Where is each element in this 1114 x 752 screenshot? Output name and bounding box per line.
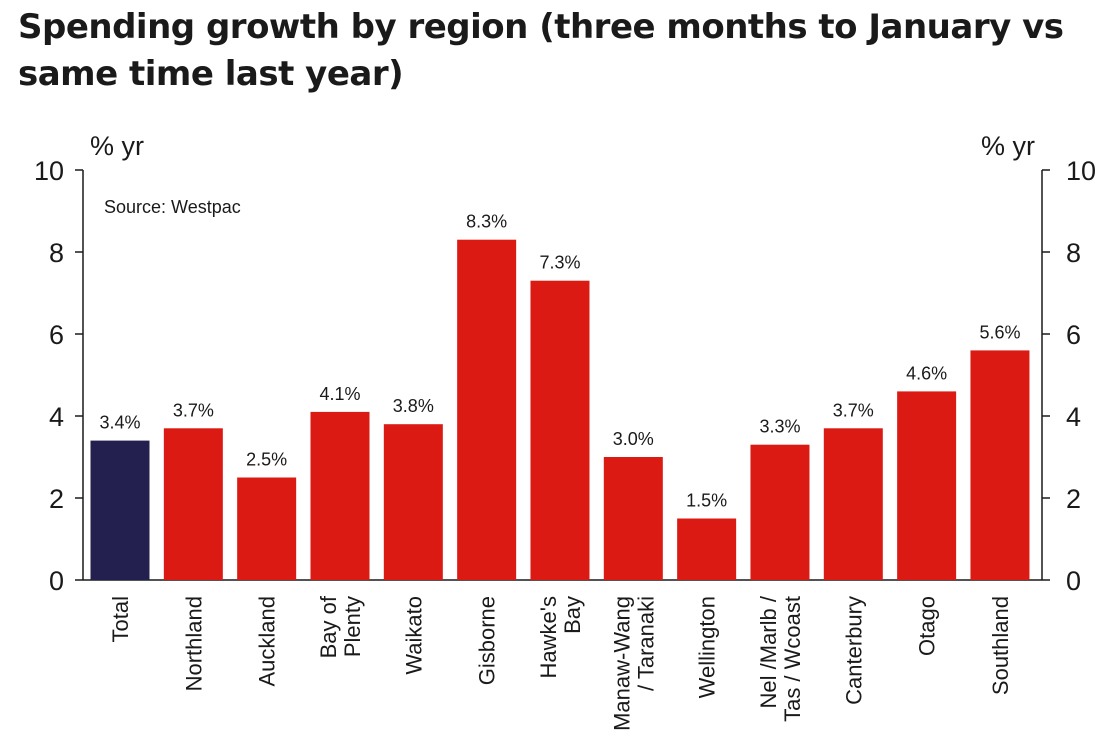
category-label-line: Manaw-Wang (609, 596, 634, 731)
category-label-line: Nel /Marlb / (756, 595, 781, 708)
category-label-line: Otago (915, 596, 940, 656)
bar (677, 518, 737, 580)
data-label: 3.0% (613, 429, 654, 449)
bar (897, 391, 957, 580)
category-label-line: Plenty (340, 596, 365, 657)
data-label: 5.6% (979, 322, 1020, 342)
category-labels: Total Northland Auckland Bay ofPlenty Waikat… (108, 595, 1013, 731)
category-label: Nel /Marlb /Tas / Wcoast (756, 595, 805, 722)
category-label: Manaw-Wang/ Taranaki (609, 596, 658, 731)
category-label-line: Wellington (695, 596, 720, 698)
bar (310, 411, 370, 580)
bar (457, 239, 517, 580)
category-label-line: Bay of (316, 595, 341, 658)
category-label: Auckland (255, 596, 280, 687)
category-label: Total (108, 596, 133, 642)
left-axis-unit: % yr (90, 131, 144, 161)
bar (383, 424, 443, 580)
data-label: 4.6% (906, 363, 947, 383)
category-label: Wellington (695, 596, 720, 698)
category-label: Northland (181, 596, 206, 691)
data-label: 4.1% (319, 384, 360, 404)
bar (970, 350, 1030, 580)
chart-axes: 0 0 2 2 4 4 6 6 8 8 10 10 (34, 156, 1096, 596)
right-tick-label: 8 (1066, 238, 1081, 268)
category-label-line: Total (108, 596, 133, 642)
left-tick-label: 0 (49, 566, 64, 596)
left-tick-label: 6 (49, 320, 64, 350)
category-label-line: / Taranaki (633, 596, 658, 691)
source-note: Source: Westpac (104, 197, 241, 217)
bar (90, 440, 150, 580)
right-tick-label: 2 (1066, 484, 1081, 514)
category-label: Waikato (401, 596, 426, 675)
bar (237, 477, 297, 580)
category-label: Southland (988, 596, 1013, 695)
category-label: Bay ofPlenty (316, 595, 365, 658)
right-tick-label: 10 (1066, 156, 1096, 186)
chart-title: Spending growth by region (three months … (18, 7, 1064, 94)
right-tick-label: 6 (1066, 320, 1081, 350)
bar (163, 428, 223, 580)
left-tick-label: 10 (34, 156, 64, 186)
category-label-line: Waikato (401, 596, 426, 675)
category-label-line: Bay (560, 596, 585, 634)
data-label: 7.3% (539, 253, 580, 273)
category-label: Gisborne (475, 596, 500, 685)
category-label-line: Northland (181, 596, 206, 691)
right-tick-label: 4 (1066, 402, 1081, 432)
left-tick-label: 4 (49, 402, 64, 432)
category-label: Otago (915, 596, 940, 656)
data-labels: 3.4% 3.7% 2.5% 4.1% 3.8% 8.3% 7.3% 3.0% 1.5% 3.3%… (99, 212, 1020, 511)
bar (530, 280, 590, 580)
data-label: 3.7% (833, 400, 874, 420)
left-tick-label: 8 (49, 238, 64, 268)
category-label-line: Hawke's (536, 596, 561, 678)
data-label: 8.3% (466, 212, 507, 232)
category-label: Canterbury (841, 596, 866, 705)
data-label: 3.4% (99, 413, 140, 433)
bar (823, 428, 883, 580)
category-label-line: Canterbury (841, 596, 866, 705)
category-label-line: Tas / Wcoast (780, 596, 805, 722)
category-label-line: Southland (988, 596, 1013, 695)
bar (750, 444, 810, 580)
right-axis-unit: % yr (981, 131, 1035, 161)
data-label: 3.8% (393, 396, 434, 416)
category-label-line: Auckland (255, 596, 280, 687)
bar (603, 457, 663, 580)
data-label: 2.5% (246, 450, 287, 470)
category-label: Hawke'sBay (536, 596, 585, 678)
left-tick-label: 2 (49, 484, 64, 514)
data-label: 1.5% (686, 491, 727, 511)
bar-series (90, 239, 1030, 580)
category-label-line: Gisborne (475, 596, 500, 685)
data-label: 3.3% (759, 417, 800, 437)
right-tick-label: 0 (1066, 566, 1081, 596)
data-label: 3.7% (173, 400, 214, 420)
